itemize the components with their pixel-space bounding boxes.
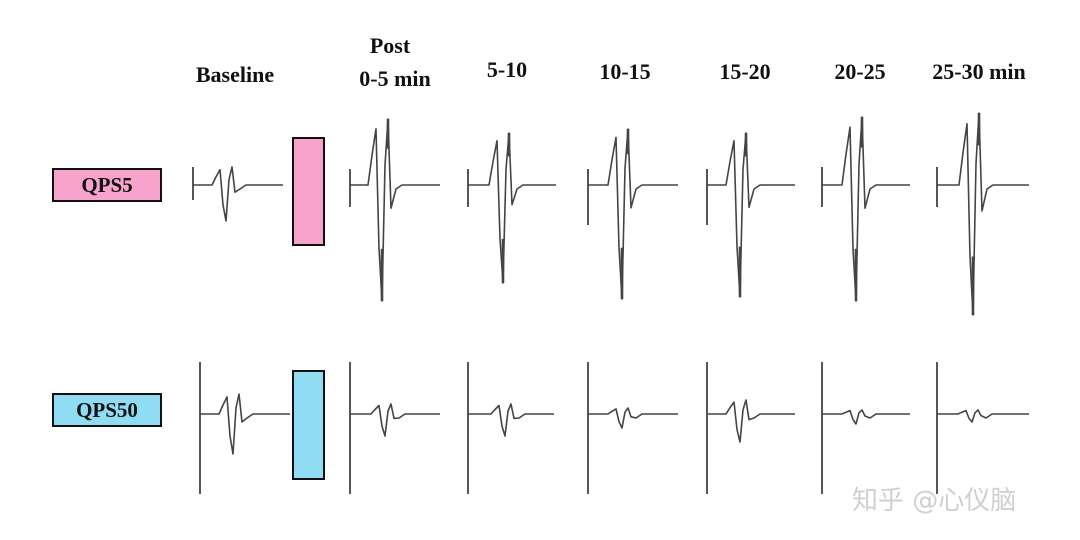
trace-qps5-10-15-response	[588, 128, 678, 300]
trace-qps50-15-20-response	[707, 399, 795, 443]
trace-qps50-20-25-response	[822, 409, 910, 425]
trace-qps5-5-10-response	[468, 132, 556, 284]
col-title-baseline: Baseline	[195, 62, 275, 87]
col-title-20-25: 20-25	[834, 59, 886, 84]
trace-qps5-post-response	[350, 118, 440, 302]
trace-qps50-post-response	[350, 403, 440, 437]
trace-qps50-baseline-response	[200, 393, 290, 455]
row-label-qps50: QPS50	[52, 393, 162, 427]
col-title-15-20: 15-20	[719, 59, 771, 84]
trace-qps5-25-30-response	[937, 112, 1029, 316]
col-title-25-30-min: 25-30 min	[932, 59, 1026, 84]
col-title-5-10: 5-10	[486, 57, 528, 82]
trace-qps5-20-25-response	[822, 116, 910, 302]
stimulation-bar-qps50	[292, 370, 325, 480]
col-title-post-line1: Post	[369, 33, 411, 58]
trace-qps50-25-30-response	[937, 409, 1029, 423]
stimulation-bar-qps5	[292, 137, 325, 246]
trace-qps5-baseline-response	[193, 166, 283, 222]
trace-qps50-10-15-response	[588, 407, 678, 429]
col-title-10-15: 10-15	[599, 59, 651, 84]
trace-qps5-15-20-response	[707, 132, 795, 298]
watermark: 知乎 @心仪脑	[852, 486, 1017, 516]
col-title-post-line2: 0-5 min	[359, 66, 431, 91]
trace-qps50-5-10-response	[468, 403, 554, 437]
row-label-qps5: QPS5	[52, 168, 162, 202]
